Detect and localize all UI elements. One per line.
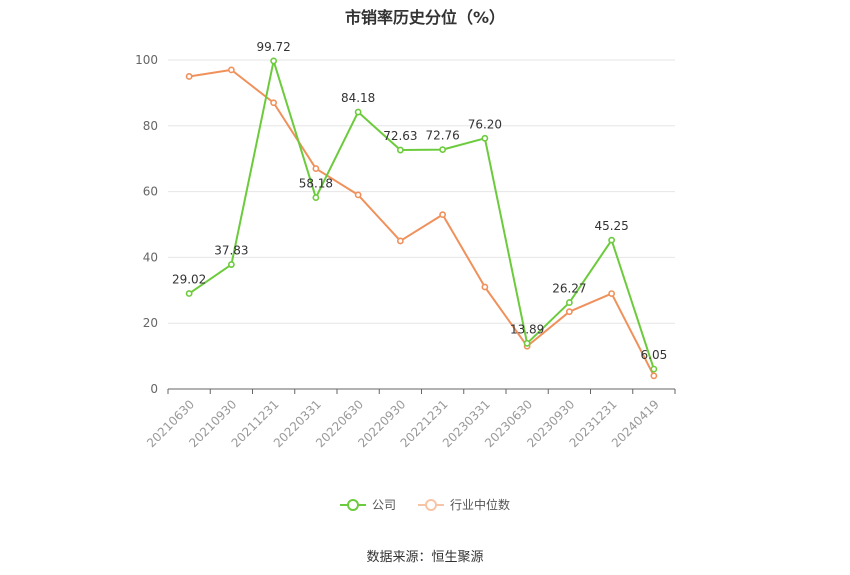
data-label: 37.83 — [214, 244, 248, 258]
data-label: 6.05 — [641, 348, 668, 362]
data-label: 72.63 — [383, 129, 417, 143]
y-tick-label: 0 — [150, 382, 158, 396]
data-point-industry-median — [312, 165, 320, 172]
y-tick-label: 100 — [135, 53, 158, 67]
data-label: 72.76 — [425, 129, 459, 143]
data-label: 84.18 — [341, 91, 375, 105]
y-tick-label: 20 — [143, 316, 158, 330]
y-tick-label: 40 — [143, 250, 158, 264]
legend-swatch-industry-median — [418, 498, 444, 512]
data-point-industry-median — [608, 290, 616, 297]
data-point-company — [481, 134, 489, 142]
data-point-industry-median — [270, 99, 278, 107]
data-point-company — [227, 261, 235, 268]
data-point-company — [354, 108, 362, 116]
data-point-industry-median — [565, 308, 573, 316]
series-line-company — [188, 59, 655, 370]
data-label: 45.25 — [594, 219, 628, 233]
data-point-industry-median — [481, 283, 489, 291]
data-point-company — [608, 236, 616, 244]
data-label: 29.02 — [172, 273, 206, 287]
source-note: 数据来源：恒生聚源 — [366, 550, 484, 565]
data-label: 76.20 — [468, 117, 502, 131]
data-label: 99.72 — [256, 40, 290, 54]
data-label: 13.89 — [510, 322, 544, 336]
data-point-company — [523, 339, 531, 347]
data-point-industry-median — [227, 66, 235, 74]
legend-swatch-company — [339, 498, 366, 512]
data-point-company — [650, 365, 658, 373]
data-label: 26.27 — [552, 282, 586, 296]
data-point-industry-median — [439, 211, 447, 219]
legend-label-industry-median: 行业中位数 — [450, 498, 511, 512]
chart-title: 市销率历史分位（%） — [344, 8, 506, 27]
legend-label-company: 公司 — [371, 498, 396, 512]
legend-item-company[interactable]: 公司 — [339, 496, 396, 513]
data-point-company — [185, 290, 193, 297]
data-point-industry-median — [650, 372, 658, 380]
series-line-industry-median — [188, 68, 655, 377]
data-label: 58.18 — [299, 177, 333, 191]
data-point-company — [439, 146, 447, 154]
data-point-company — [396, 146, 404, 154]
data-point-industry-median — [354, 191, 362, 199]
data-point-company — [565, 299, 573, 306]
data-point-industry-median — [185, 73, 193, 80]
y-tick-label: 80 — [143, 119, 158, 133]
data-point-industry-median — [396, 237, 404, 245]
data-point-company — [270, 57, 278, 65]
y-tick-label: 60 — [143, 185, 158, 199]
data-point-company — [312, 194, 320, 201]
legend: 公司 行业中位数 — [0, 496, 850, 513]
legend-item-industry-median[interactable]: 行业中位数 — [418, 496, 510, 513]
